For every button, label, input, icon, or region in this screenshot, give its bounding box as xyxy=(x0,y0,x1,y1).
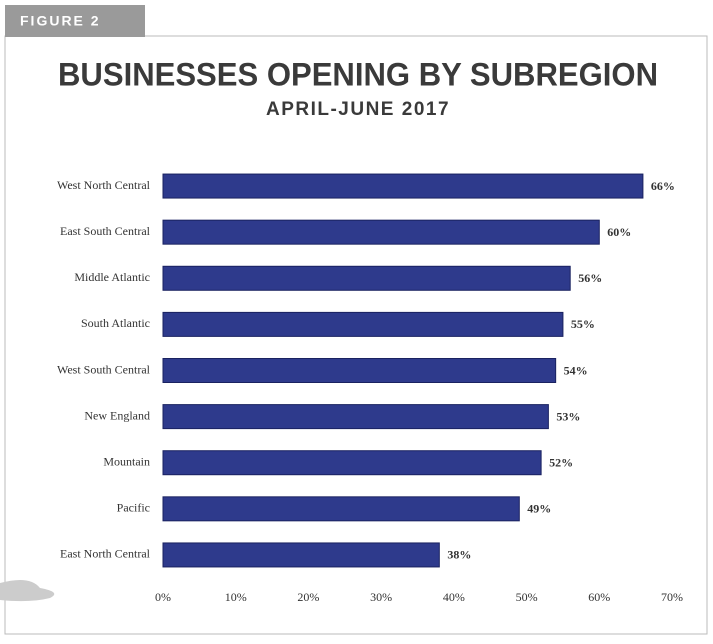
bar xyxy=(162,404,549,430)
y-tick-label: Mountain xyxy=(103,454,150,468)
value-label: 66% xyxy=(651,179,675,193)
value-label: 52% xyxy=(549,455,573,469)
y-tick-label: Middle Atlantic xyxy=(74,270,150,284)
decoration xyxy=(0,579,55,602)
x-tick-label: 60% xyxy=(588,590,610,604)
figure-label: FIGURE 2 xyxy=(20,13,101,29)
bar xyxy=(162,358,557,383)
value-label: 56% xyxy=(578,271,602,285)
x-tick-label: 50% xyxy=(516,590,538,604)
x-tick-label: 10% xyxy=(225,590,247,604)
y-tick-label: East North Central xyxy=(60,547,151,561)
x-tick-label: 30% xyxy=(370,590,392,604)
y-tick-label: West North Central xyxy=(57,178,151,192)
bar xyxy=(162,265,571,291)
x-tick-label: 40% xyxy=(443,590,465,604)
y-tick-label: Pacific xyxy=(117,501,150,515)
y-tick-label: New England xyxy=(84,408,150,422)
bar xyxy=(162,311,564,337)
bar xyxy=(162,450,542,476)
value-label: 54% xyxy=(564,363,588,377)
frame xyxy=(4,35,708,635)
x-tick-label: 0% xyxy=(155,590,171,604)
chart-title: BUSINESSES OPENING BY SUBREGION xyxy=(58,56,658,92)
chart-subtitle: APRIL-JUNE 2017 xyxy=(266,99,450,120)
bar xyxy=(162,496,520,522)
y-tick-label: West South Central xyxy=(57,362,151,376)
value-label: 55% xyxy=(571,317,595,331)
bar xyxy=(162,542,440,568)
x-tick-label: 70% xyxy=(661,590,683,604)
x-tick-label: 20% xyxy=(297,590,319,604)
bar xyxy=(162,173,644,199)
value-label: 49% xyxy=(527,502,551,516)
y-tick-label: East South Central xyxy=(60,224,151,238)
value-label: 53% xyxy=(556,409,580,423)
y-tick-label: South Atlantic xyxy=(81,316,150,330)
value-label: 60% xyxy=(607,225,631,239)
bar xyxy=(162,219,600,245)
figure-tab xyxy=(5,5,145,37)
value-label: 38% xyxy=(447,548,471,562)
